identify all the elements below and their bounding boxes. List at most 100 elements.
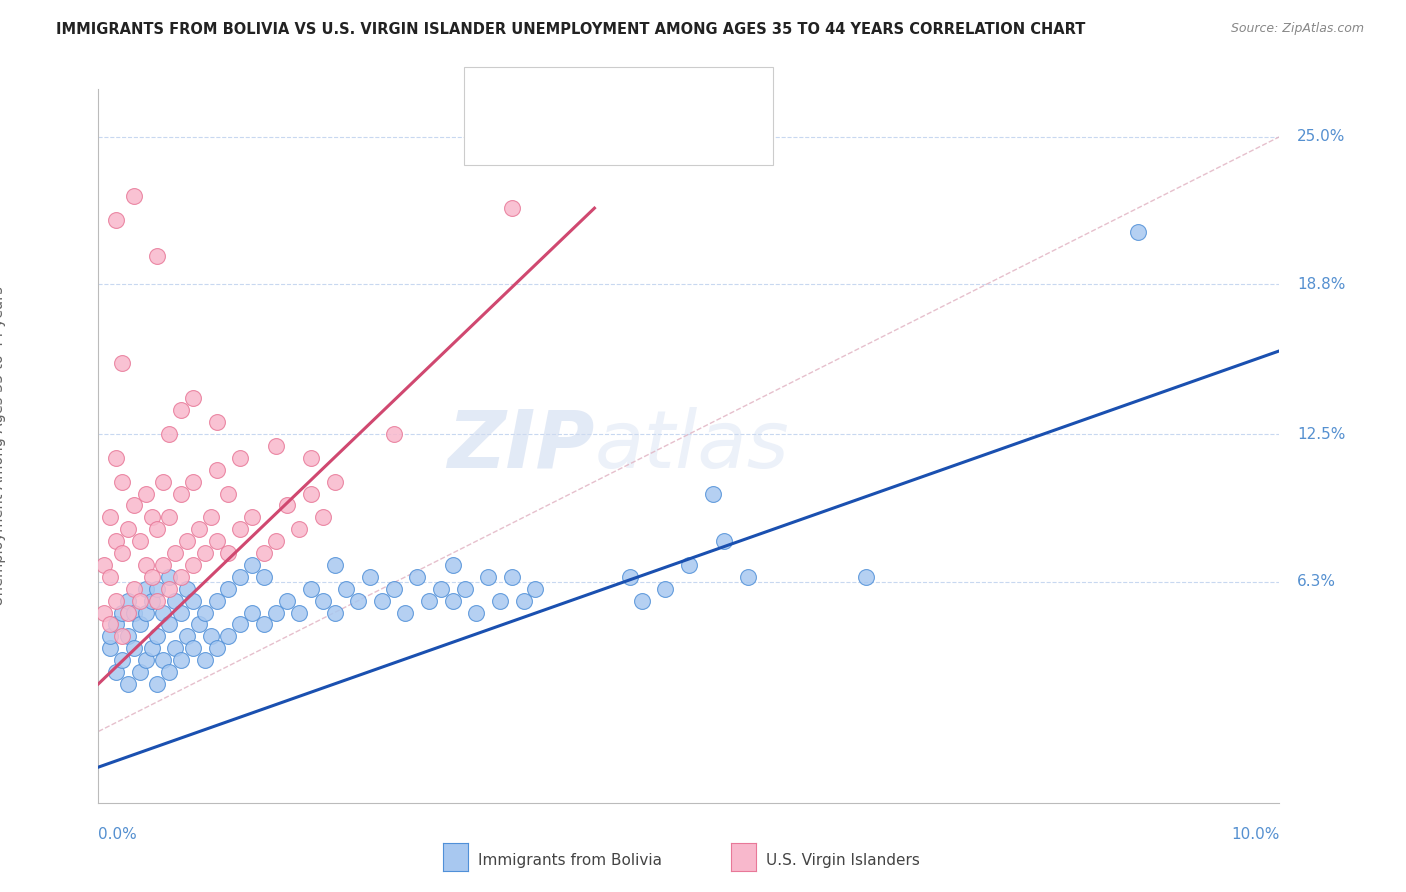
Point xyxy=(98,510,121,524)
Point xyxy=(157,617,180,632)
Point xyxy=(229,570,252,584)
Text: Source: ZipAtlas.com: Source: ZipAtlas.com xyxy=(1230,22,1364,36)
Point xyxy=(217,629,239,643)
Point xyxy=(157,665,180,679)
Point xyxy=(654,582,676,596)
Point xyxy=(181,475,204,489)
Point xyxy=(477,570,499,584)
Point xyxy=(205,641,228,656)
Point xyxy=(501,201,523,215)
Point xyxy=(122,582,145,596)
Point xyxy=(105,665,128,679)
Point xyxy=(152,475,174,489)
Point xyxy=(146,522,169,536)
Point xyxy=(135,582,157,596)
Point xyxy=(855,570,877,584)
Point xyxy=(170,653,193,667)
Point xyxy=(170,403,193,417)
Point xyxy=(217,582,239,596)
Point xyxy=(512,593,534,607)
Point xyxy=(135,606,157,620)
Point xyxy=(122,189,145,203)
Point xyxy=(111,475,134,489)
Point xyxy=(111,629,134,643)
Point xyxy=(157,582,180,596)
Point xyxy=(430,582,453,596)
Point xyxy=(165,641,187,656)
Point xyxy=(157,427,180,442)
Point xyxy=(630,593,652,607)
Point xyxy=(98,629,121,643)
Text: Immigrants from Bolivia: Immigrants from Bolivia xyxy=(478,854,662,868)
Point xyxy=(105,213,128,227)
Point xyxy=(157,570,180,584)
Point xyxy=(524,582,547,596)
Point xyxy=(229,450,252,465)
Point xyxy=(453,582,475,596)
Point xyxy=(702,486,724,500)
Point xyxy=(165,546,187,560)
Point xyxy=(240,558,263,572)
Point xyxy=(194,546,217,560)
Point xyxy=(111,356,134,370)
Point xyxy=(170,606,193,620)
Text: 18.8%: 18.8% xyxy=(1298,277,1346,292)
Point xyxy=(105,534,128,549)
Text: IMMIGRANTS FROM BOLIVIA VS U.S. VIRGIN ISLANDER UNEMPLOYMENT AMONG AGES 35 TO 44: IMMIGRANTS FROM BOLIVIA VS U.S. VIRGIN I… xyxy=(56,22,1085,37)
Point xyxy=(253,546,276,560)
Point xyxy=(187,522,209,536)
Point xyxy=(264,606,287,620)
Point xyxy=(98,617,121,632)
Point xyxy=(264,534,287,549)
Point xyxy=(135,486,157,500)
Point xyxy=(187,617,209,632)
Point xyxy=(335,582,357,596)
Point xyxy=(128,617,150,632)
Point xyxy=(181,558,204,572)
Point xyxy=(240,606,263,620)
Point xyxy=(141,570,163,584)
Point xyxy=(122,641,145,656)
Point xyxy=(170,570,193,584)
Point xyxy=(152,653,174,667)
Point xyxy=(347,593,370,607)
Point xyxy=(194,653,217,667)
Point xyxy=(135,653,157,667)
Point xyxy=(418,593,440,607)
Point xyxy=(98,570,121,584)
Point xyxy=(93,606,115,620)
Point xyxy=(181,593,204,607)
Point xyxy=(200,510,222,524)
Point xyxy=(359,570,381,584)
Point xyxy=(117,593,139,607)
Point xyxy=(146,582,169,596)
Point xyxy=(217,546,239,560)
Point xyxy=(312,593,335,607)
Text: U.S. Virgin Islanders: U.S. Virgin Islanders xyxy=(766,854,920,868)
Point xyxy=(489,593,512,607)
Text: R = 0.543   N = 81: R = 0.543 N = 81 xyxy=(519,89,675,103)
Point xyxy=(152,558,174,572)
Point xyxy=(240,510,263,524)
Point xyxy=(312,510,335,524)
Point xyxy=(105,450,128,465)
Point xyxy=(205,593,228,607)
Point xyxy=(165,593,187,607)
Point xyxy=(501,570,523,584)
Point xyxy=(288,606,311,620)
Point xyxy=(128,534,150,549)
Point xyxy=(98,641,121,656)
Point xyxy=(205,415,228,429)
Point xyxy=(323,606,346,620)
Point xyxy=(619,570,641,584)
Point xyxy=(176,629,198,643)
Point xyxy=(299,450,322,465)
Point xyxy=(678,558,700,572)
Point xyxy=(229,522,252,536)
Point xyxy=(441,593,464,607)
Point xyxy=(93,558,115,572)
Point xyxy=(157,510,180,524)
Point xyxy=(406,570,429,584)
Point xyxy=(323,475,346,489)
Point xyxy=(229,617,252,632)
